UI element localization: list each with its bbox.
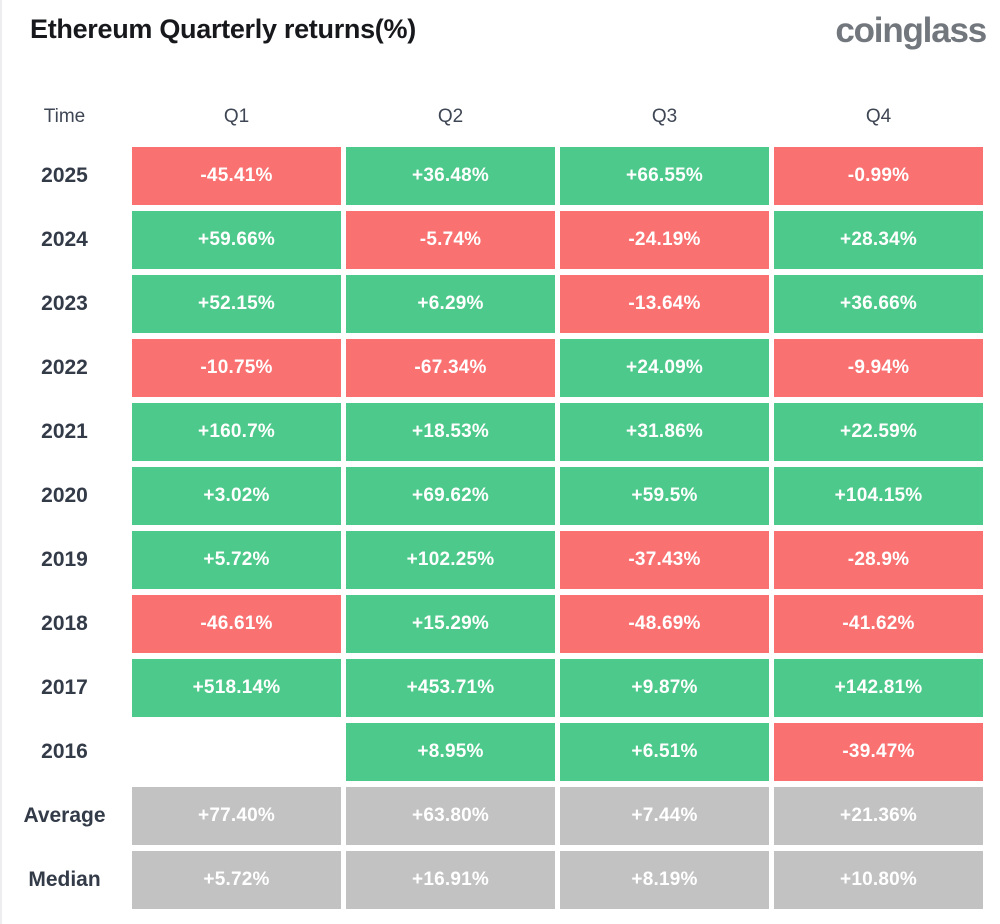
return-cell-2022-q4: -9.94% (774, 339, 983, 397)
header-cell-q2: Q2 (437, 106, 464, 127)
return-cell-2023-q4: +36.66% (774, 275, 983, 333)
table-row-median: Median +5.72% +16.91% +8.19% +10.80% (2, 851, 983, 909)
row-label-2023: 2023 (41, 292, 88, 315)
row-label-2024: 2024 (41, 228, 88, 251)
table-row-average: Average +77.40% +63.80% +7.44% +21.36% (2, 787, 983, 845)
return-cell-2021-q2: +18.53% (346, 403, 555, 461)
return-cell-2024-q3: -24.19% (560, 211, 769, 269)
return-cell-2020-q4: +104.15% (774, 467, 983, 525)
table-row-2020: 2020 +3.02% +69.62% +59.5% +104.15% (2, 467, 983, 525)
row-label-2025: 2025 (41, 164, 88, 187)
table-row-2021: 2021 +160.7% +18.53% +31.86% +22.59% (2, 403, 983, 461)
return-cell-2017-q4: +142.81% (774, 659, 983, 717)
header-cell-q4: Q4 (865, 106, 892, 127)
return-cell-2016-q4: -39.47% (774, 723, 983, 781)
return-cell-2018-q2: +15.29% (346, 595, 555, 653)
return-cell-2023-q1: +52.15% (132, 275, 341, 333)
summary-cell-average-q3: +7.44% (560, 787, 769, 845)
return-cell-2022-q1: -10.75% (132, 339, 341, 397)
summary-cell-average-q4: +21.36% (774, 787, 983, 845)
returns-table: Time Q1 Q2 Q3 Q4 2025 -45.41% +36.48% +66.55% -0… (2, 106, 1000, 909)
return-cell-2020-q2: +69.62% (346, 467, 555, 525)
return-cell-2016-q2: +8.95% (346, 723, 555, 781)
summary-cell-median-q1: +5.72% (132, 851, 341, 909)
row-label-median: Median (28, 868, 101, 891)
row-label-average: Average (23, 804, 106, 827)
return-cell-2025-q2: +36.48% (346, 147, 555, 205)
return-cell-2022-q2: -67.34% (346, 339, 555, 397)
row-label-2016: 2016 (41, 740, 88, 763)
return-cell-2021-q3: +31.86% (560, 403, 769, 461)
page-title: Ethereum Quarterly returns(%) (30, 14, 416, 44)
return-cell-2017-q2: +453.71% (346, 659, 555, 717)
return-cell-2017-q1: +518.14% (132, 659, 341, 717)
table-row-2018: 2018 -46.61% +15.29% -48.69% -41.62% (2, 595, 983, 653)
return-cell-2019-q1: +5.72% (132, 531, 341, 589)
summary-cell-median-q4: +10.80% (774, 851, 983, 909)
table-row-2016: 2016 +8.95% +6.51% -39.47% (2, 723, 983, 781)
table-row-2025: 2025 -45.41% +36.48% +66.55% -0.99% (2, 147, 983, 205)
row-label-2022: 2022 (41, 356, 88, 379)
return-cell-2023-q2: +6.29% (346, 275, 555, 333)
summary-cell-median-q3: +8.19% (560, 851, 769, 909)
return-cell-2018-q3: -48.69% (560, 595, 769, 653)
summary-cell-median-q2: +16.91% (346, 851, 555, 909)
return-cell-2016-q3: +6.51% (560, 723, 769, 781)
return-cell-2019-q4: -28.9% (774, 531, 983, 589)
return-cell-2024-q2: -5.74% (346, 211, 555, 269)
summary-cell-average-q1: +77.40% (132, 787, 341, 845)
row-label-2021: 2021 (41, 420, 88, 443)
return-cell-2021-q4: +22.59% (774, 403, 983, 461)
table-row-2022: 2022 -10.75% -67.34% +24.09% -9.94% (2, 339, 983, 397)
return-cell-2021-q1: +160.7% (132, 403, 341, 461)
table-row-2019: 2019 +5.72% +102.25% -37.43% -28.9% (2, 531, 983, 589)
return-cell-2017-q3: +9.87% (560, 659, 769, 717)
row-label-2019: 2019 (41, 548, 88, 571)
summary-cell-average-q2: +63.80% (346, 787, 555, 845)
return-cell-2018-q4: -41.62% (774, 595, 983, 653)
table-body: 2025 -45.41% +36.48% +66.55% -0.99% 2024 +59.6… (2, 147, 983, 909)
page-header: Ethereum Quarterly returns(%) coinglass (2, 0, 1000, 50)
table-row-2017: 2017 +518.14% +453.71% +9.87% +142.81% (2, 659, 983, 717)
column-header-row: Time Q1 Q2 Q3 Q4 (2, 106, 983, 128)
return-cell-2023-q3: -13.64% (560, 275, 769, 333)
return-cell-2020-q3: +59.5% (560, 467, 769, 525)
return-cell-2024-q1: +59.66% (132, 211, 341, 269)
return-cell-2025-q4: -0.99% (774, 147, 983, 205)
return-cell-2018-q1: -46.61% (132, 595, 341, 653)
coinglass-logo: coinglass (835, 11, 987, 50)
return-cell-2019-q2: +102.25% (346, 531, 555, 589)
return-cell-2019-q3: -37.43% (560, 531, 769, 589)
return-cell-2025-q3: +66.55% (560, 147, 769, 205)
return-cell-2024-q4: +28.34% (774, 211, 983, 269)
row-label-2018: 2018 (41, 612, 88, 635)
header-cell-q1: Q1 (223, 106, 250, 127)
return-cell-2016-q1 (132, 723, 341, 781)
return-cell-2022-q3: +24.09% (560, 339, 769, 397)
return-cell-2020-q1: +3.02% (132, 467, 341, 525)
table-row-2023: 2023 +52.15% +6.29% -13.64% +36.66% (2, 275, 983, 333)
table-row-2024: 2024 +59.66% -5.74% -24.19% +28.34% (2, 211, 983, 269)
header-cell-time: Time (43, 106, 86, 127)
row-label-2017: 2017 (41, 676, 88, 699)
header-cell-q3: Q3 (651, 106, 678, 127)
return-cell-2025-q1: -45.41% (132, 147, 341, 205)
row-label-2020: 2020 (41, 484, 88, 507)
